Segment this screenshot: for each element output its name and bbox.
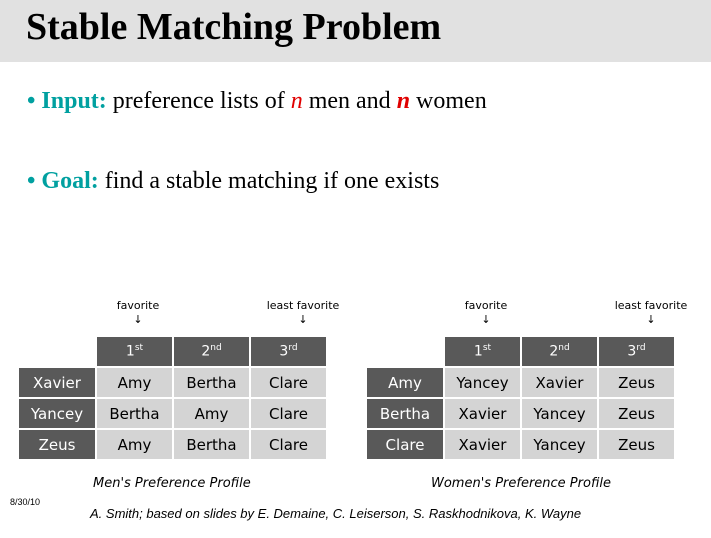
header-cell-3rd: 3rd [599,337,674,366]
header-row: 1st 2nd 3rd [19,337,326,366]
row-label: Amy [367,368,443,397]
pref-cell: Amy [174,399,249,428]
row-label: Zeus [19,430,95,459]
slide-credit: A. Smith; based on slides by E. Demaine,… [90,506,582,521]
men-table-caption: Men's Preference Profile [93,476,251,491]
input-text-2: men and [302,88,397,114]
pref-cell: Xavier [445,430,520,459]
men-favorite-annotation: favorite ↓ [108,299,168,326]
header-cell-2nd: 2nd [174,337,249,366]
header-row: 1st 2nd 3rd [367,337,674,366]
pref-cell: Yancey [522,399,597,428]
down-arrow-icon: ↓ [646,313,656,326]
pref-cell: Clare [251,430,326,459]
input-n-women: n [396,88,411,114]
bullet-goal: • Goal: find a stable matching if one exi… [27,168,439,195]
women-table-caption: Women's Preference Profile [431,476,611,491]
goal-label: Goal: [41,168,99,194]
row-label: Bertha [367,399,443,428]
header-cell-2nd: 2nd [522,337,597,366]
pref-cell: Zeus [599,368,674,397]
men-preference-table: 1st 2nd 3rd Xavier Amy Bertha Clare Yanc… [17,335,328,461]
pref-cell: Zeus [599,430,674,459]
men-least-favorite-annotation: least favorite ↓ [258,299,348,326]
table-row: Amy Yancey Xavier Zeus [367,368,674,397]
bullet-input: • Input: preference lists of n men and n … [27,88,487,115]
pref-cell: Clare [251,399,326,428]
header-cell-1st: 1st [445,337,520,366]
favorite-label: favorite [464,299,508,312]
down-arrow-icon: ↓ [133,313,143,326]
pref-cell: Amy [97,368,172,397]
women-favorite-annotation: favorite ↓ [456,299,516,326]
input-text-1: preference lists of [112,88,291,114]
input-text-3: women [410,88,487,114]
pref-cell: Clare [251,368,326,397]
input-label: Input: [41,88,107,114]
bullet-dot: • [27,88,36,114]
pref-cell: Yancey [445,368,520,397]
slide-date: 8/30/10 [10,497,41,507]
input-n-men: n [290,88,303,114]
row-label: Clare [367,430,443,459]
row-label: Xavier [19,368,95,397]
women-preference-table: 1st 2nd 3rd Amy Yancey Xavier Zeus Berth… [365,335,676,461]
down-arrow-icon: ↓ [298,313,308,326]
pref-cell: Bertha [174,430,249,459]
down-arrow-icon: ↓ [481,313,491,326]
pref-cell: Amy [97,430,172,459]
pref-cell: Xavier [522,368,597,397]
women-least-favorite-annotation: least favorite ↓ [606,299,696,326]
goal-text: find a stable matching if one exists [104,168,440,194]
table-row: Clare Xavier Yancey Zeus [367,430,674,459]
pref-cell: Bertha [97,399,172,428]
header-cell-1st: 1st [97,337,172,366]
corner-cell [19,337,95,366]
pref-cell: Bertha [174,368,249,397]
table-row: Zeus Amy Bertha Clare [19,430,326,459]
favorite-label: favorite [116,299,160,312]
least-favorite-label: least favorite [266,299,340,312]
least-favorite-label: least favorite [614,299,688,312]
table-row: Xavier Amy Bertha Clare [19,368,326,397]
pref-cell: Zeus [599,399,674,428]
table-row: Yancey Bertha Amy Clare [19,399,326,428]
corner-cell [367,337,443,366]
row-label: Yancey [19,399,95,428]
title-bar: Stable Matching Problem [0,0,711,62]
pref-cell: Xavier [445,399,520,428]
header-cell-3rd: 3rd [251,337,326,366]
slide-title: Stable Matching Problem [26,6,442,48]
bullet-dot: • [27,168,36,194]
pref-cell: Yancey [522,430,597,459]
table-row: Bertha Xavier Yancey Zeus [367,399,674,428]
